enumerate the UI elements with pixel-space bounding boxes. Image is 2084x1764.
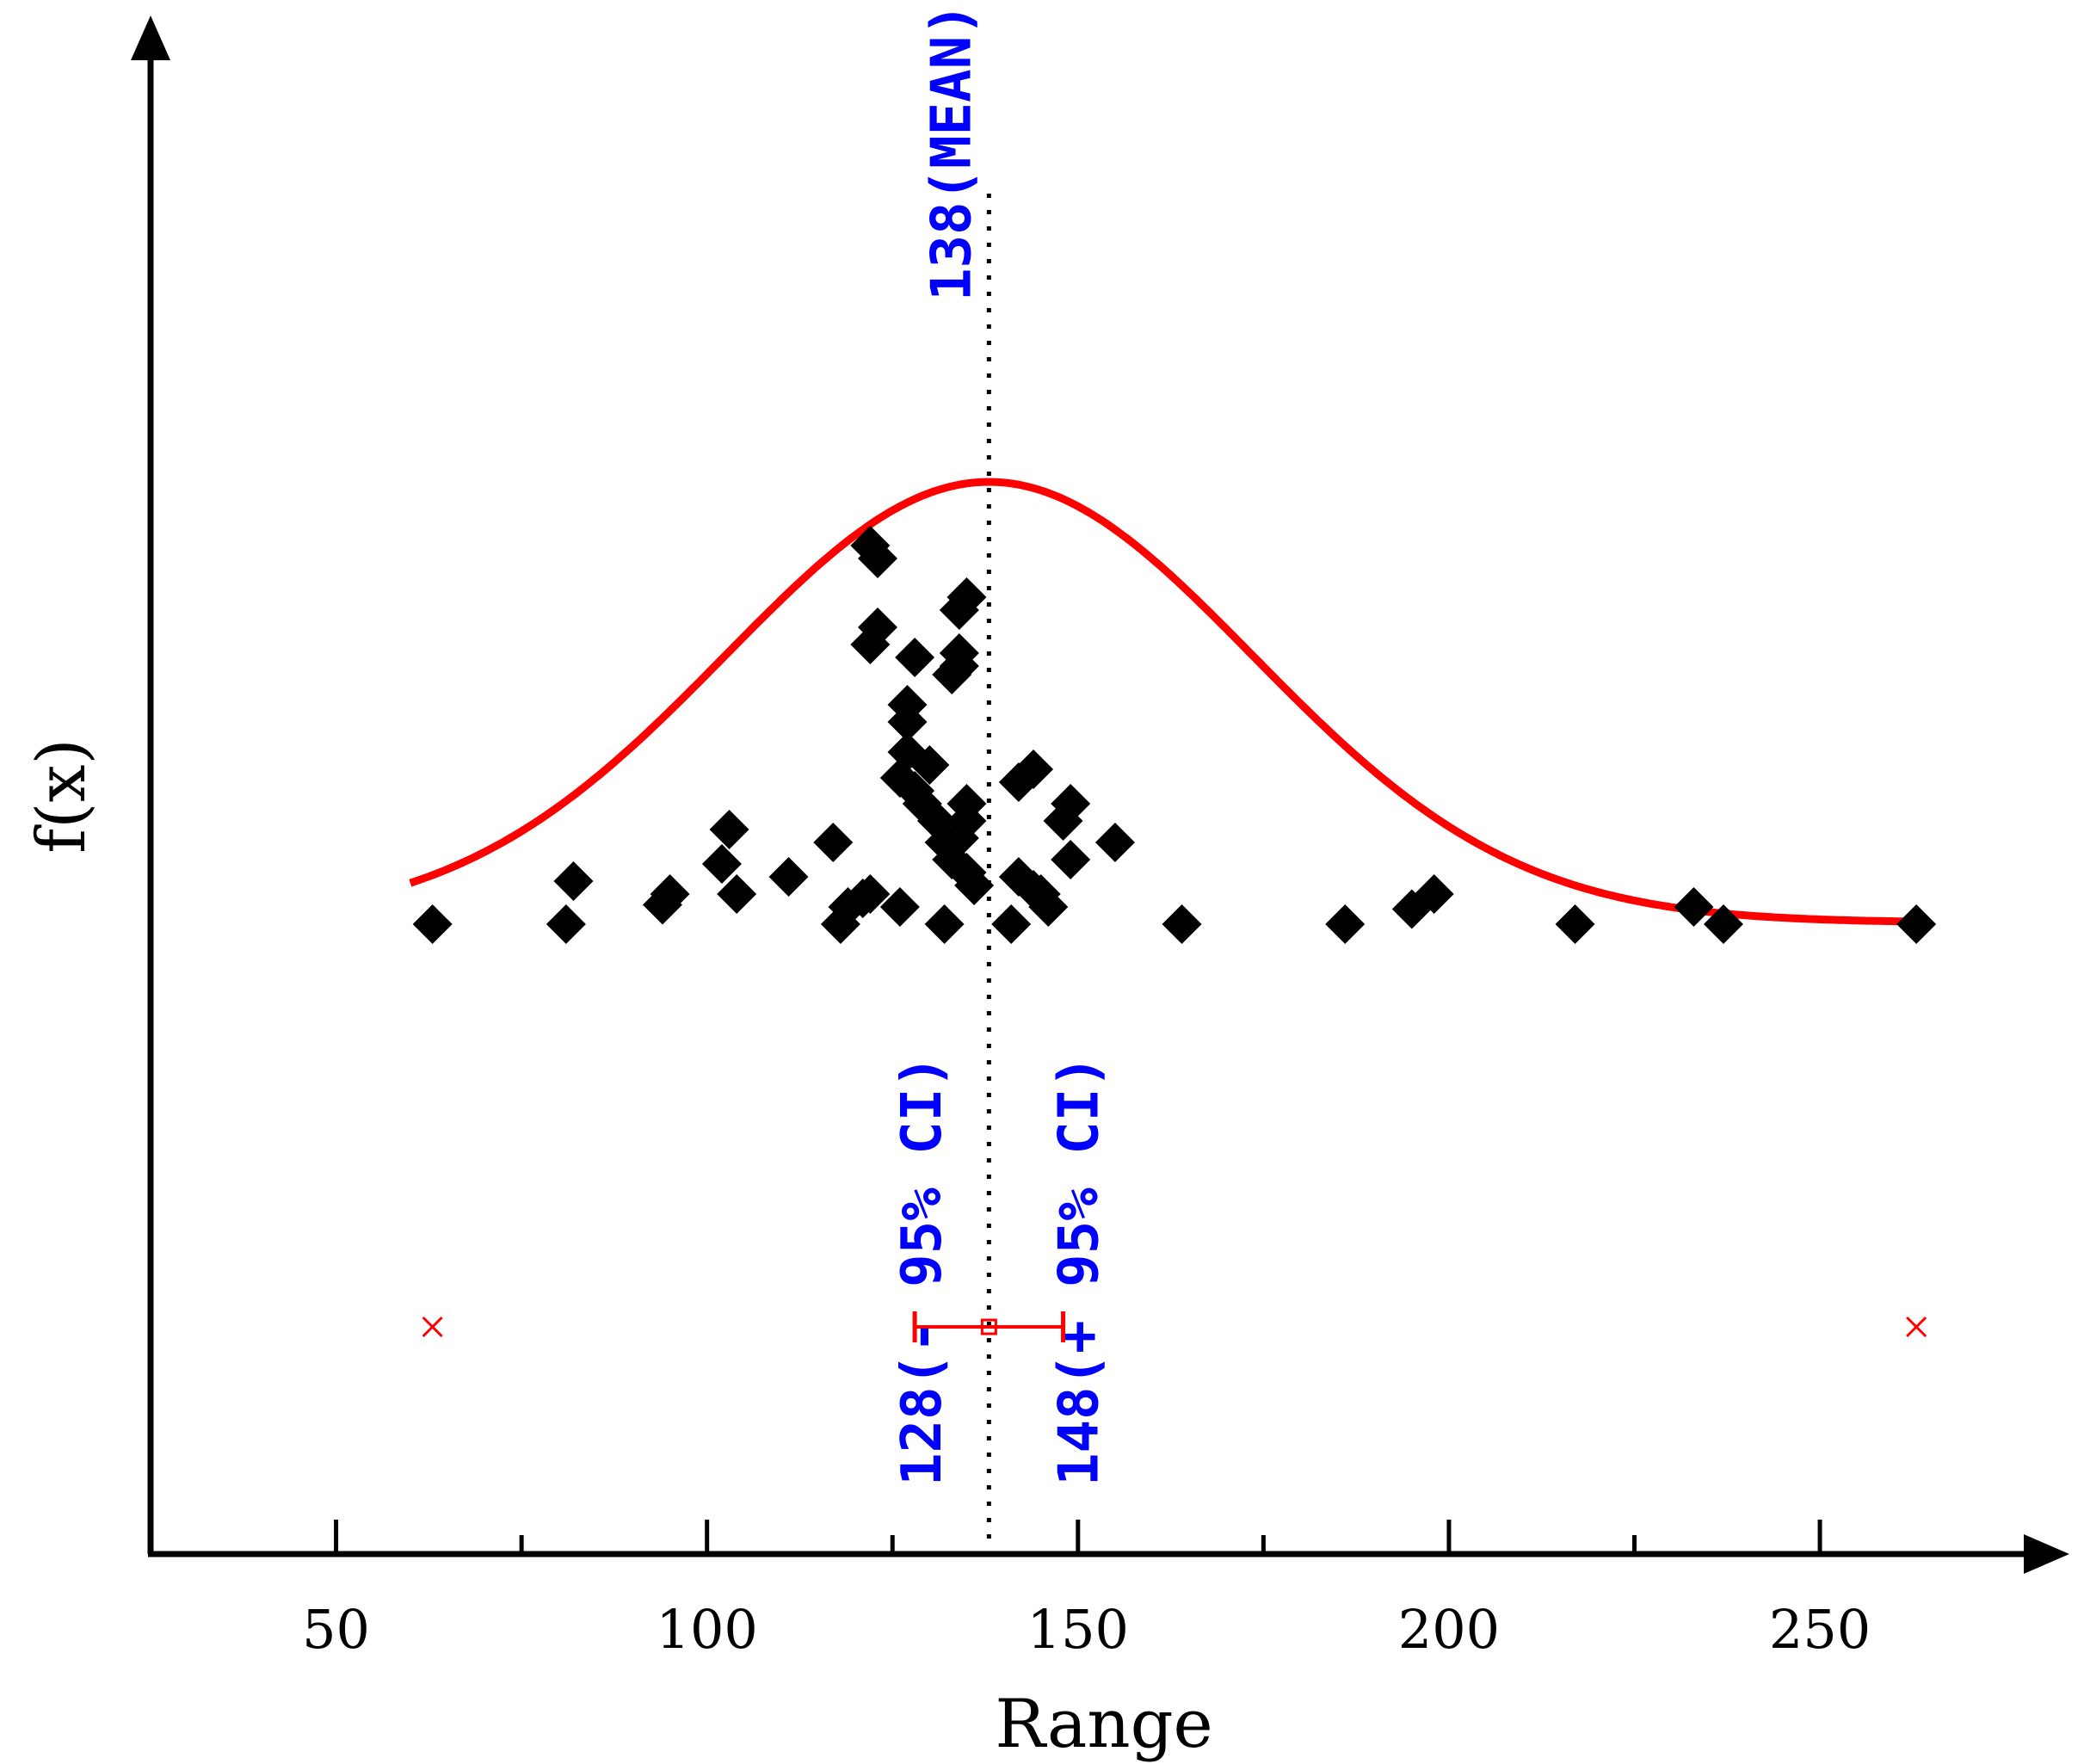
data-point <box>924 904 965 944</box>
data-point <box>1555 904 1595 944</box>
data-point <box>1051 840 1091 879</box>
data-point <box>858 608 898 647</box>
data-point <box>895 638 935 677</box>
x-axis-tick-labels: 50 100 150 200 250 <box>302 1598 1871 1661</box>
mean-annotation: 138(MEAN) <box>920 3 983 301</box>
data-points <box>412 526 1937 944</box>
x-tick-label: 150 <box>1027 1598 1129 1661</box>
data-point <box>909 745 950 785</box>
x-tick-label: 200 <box>1398 1598 1500 1661</box>
ci-lower-annotation: 128(- 95% CI) <box>891 1055 954 1486</box>
data-point <box>954 866 995 905</box>
data-point <box>946 784 987 823</box>
data-point <box>650 874 690 914</box>
x-axis-arrow <box>2024 1534 2069 1574</box>
data-point <box>939 633 979 673</box>
mean-marker <box>980 1318 997 1335</box>
data-point <box>701 844 742 884</box>
data-point <box>768 857 809 897</box>
data-point <box>1028 887 1069 927</box>
data-point <box>991 904 1032 944</box>
range-marker <box>1906 1316 1927 1338</box>
data-point <box>946 577 987 617</box>
data-point <box>813 823 854 862</box>
normal-fit-curve <box>409 478 1909 926</box>
data-point <box>1325 904 1366 944</box>
data-point <box>709 810 749 849</box>
confidence-interval <box>422 1311 1927 1342</box>
x-axis-ticks <box>334 1520 1822 1554</box>
data-point <box>553 861 594 901</box>
data-point <box>717 874 757 914</box>
data-point <box>1162 904 1202 944</box>
data-point <box>887 685 928 725</box>
x-tick-label: 50 <box>302 1598 370 1661</box>
data-point <box>1414 874 1454 914</box>
x-tick-label: 100 <box>657 1598 758 1661</box>
data-point <box>546 904 586 944</box>
data-point <box>1674 887 1714 927</box>
ci-upper-annotation: 148(+ 95% CI) <box>1048 1055 1112 1486</box>
range-marker <box>422 1316 443 1338</box>
data-point <box>1896 904 1937 944</box>
data-point <box>1703 904 1743 944</box>
data-point <box>850 874 891 914</box>
data-point <box>1014 749 1054 789</box>
data-point <box>1094 823 1135 862</box>
data-point <box>858 539 898 578</box>
x-axis-title: Range <box>995 1686 1212 1763</box>
data-point <box>1051 784 1091 823</box>
x-tick-label: 250 <box>1769 1598 1871 1661</box>
y-axis-arrow <box>131 15 170 60</box>
data-point <box>879 887 920 927</box>
y-axis-title: f(x) <box>23 738 101 854</box>
data-point <box>412 904 453 944</box>
